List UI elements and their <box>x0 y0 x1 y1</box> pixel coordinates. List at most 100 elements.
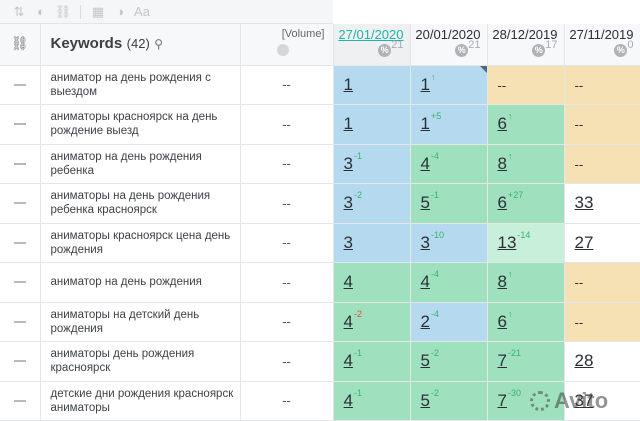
position-value[interactable]: 4 <box>343 390 353 410</box>
position-cell[interactable]: 1+5 <box>410 104 488 145</box>
position-value[interactable]: 5 <box>420 390 430 410</box>
date-label[interactable]: 28/12/2019 <box>492 27 558 42</box>
table-row[interactable]: аниматоры красноярск на день рождение вы… <box>0 104 640 145</box>
position-cell[interactable]: 5-2 <box>410 381 488 421</box>
position-cell[interactable]: 28 <box>564 341 640 382</box>
position-value[interactable]: 4 <box>343 351 353 371</box>
font-icon[interactable]: Aa <box>134 4 150 19</box>
row-toggle[interactable] <box>0 341 41 382</box>
position-value[interactable]: 8 <box>497 272 507 292</box>
position-value[interactable]: 4 <box>420 153 430 173</box>
contrast-icon[interactable]: ◑ <box>116 4 124 19</box>
keyword-cell[interactable]: аниматоры на детский день рождения <box>40 302 241 342</box>
position-value[interactable]: 6 <box>497 114 507 134</box>
date-header-1[interactable]: 27/01/2020 % 21 <box>333 24 411 66</box>
position-cell[interactable]: 6↑ <box>487 104 565 145</box>
date-label[interactable]: 20/01/2020 <box>415 27 481 42</box>
keywords-header[interactable]: Keywords (42) ⚲ <box>40 24 241 66</box>
position-value[interactable]: 13 <box>497 232 517 252</box>
position-value[interactable]: 7 <box>497 390 507 410</box>
position-value[interactable]: 33 <box>574 193 594 213</box>
position-value[interactable]: 3 <box>343 232 353 252</box>
position-cell[interactable]: 8↑ <box>487 144 565 184</box>
position-cell[interactable]: 4 <box>333 262 411 303</box>
position-value[interactable]: 3 <box>343 153 353 173</box>
keyword-cell[interactable]: аниматоры красноярск цена день рождения <box>40 223 241 263</box>
position-value[interactable]: 7 <box>497 351 507 371</box>
position-cell[interactable]: 37 <box>564 381 640 421</box>
sort-icon[interactable]: ⇅ <box>13 3 25 19</box>
table-row[interactable]: аниматор на день рождения -- 4 4-4 8↑ -- <box>0 262 640 303</box>
position-cell[interactable]: 4-1 <box>333 381 411 421</box>
position-cell[interactable]: 13-14 <box>487 223 565 263</box>
volume-header[interactable]: [Volume] <box>240 24 334 66</box>
date-label[interactable]: 27/11/2019 <box>569 27 634 42</box>
table-row[interactable]: аниматоры красноярск цена день рождения -… <box>0 223 640 263</box>
position-cell[interactable]: 8↑ <box>487 262 565 303</box>
position-value[interactable]: 6 <box>497 193 507 213</box>
link-column-header[interactable]: ⛓ <box>0 24 41 66</box>
position-value[interactable]: 3 <box>343 193 353 213</box>
table-row[interactable]: аниматоры на день рождения ребенка красн… <box>0 183 640 224</box>
position-value[interactable]: 1 <box>343 114 353 134</box>
position-value[interactable]: 4 <box>343 272 353 292</box>
position-cell[interactable]: 3 <box>333 223 411 263</box>
position-value[interactable]: 6 <box>497 311 507 331</box>
position-cell[interactable]: 6+27 <box>487 183 565 224</box>
position-cell[interactable]: 6↑ <box>487 302 565 342</box>
table-row[interactable]: аниматор на день рождения ребенка -- 3-1 4-… <box>0 144 640 184</box>
position-cell[interactable]: 5-2 <box>410 341 488 382</box>
date-header-4[interactable]: 27/11/2019 % 0 <box>564 24 640 66</box>
position-value[interactable]: 4 <box>420 272 430 292</box>
position-value[interactable]: 1 <box>420 74 430 94</box>
keyword-cell[interactable]: детские дни рождения красноярск аниматор… <box>40 381 241 421</box>
position-cell[interactable]: 3-2 <box>333 183 411 224</box>
position-cell[interactable]: 1↑ <box>410 65 488 105</box>
position-cell[interactable]: 7-30 <box>487 381 565 421</box>
position-cell[interactable]: 5-1 <box>410 183 488 224</box>
position-cell[interactable]: 4-4 <box>410 144 488 184</box>
position-value[interactable]: 5 <box>420 351 430 371</box>
position-value[interactable]: 37 <box>574 390 594 410</box>
position-cell[interactable]: 33 <box>564 183 640 224</box>
keyword-cell[interactable]: аниматоры на день рождения ребенка красн… <box>40 183 241 224</box>
table-row[interactable]: аниматоры на детский день рождения -- 4-2 2… <box>0 302 640 342</box>
row-toggle[interactable] <box>0 104 41 145</box>
row-toggle[interactable] <box>0 381 41 421</box>
position-cell[interactable]: 7-21 <box>487 341 565 382</box>
position-cell[interactable]: 4-2 <box>333 302 411 342</box>
row-toggle[interactable] <box>0 144 41 184</box>
date-header-2[interactable]: 20/01/2020 % 21 <box>410 24 488 66</box>
row-toggle[interactable] <box>0 223 41 263</box>
keyword-cell[interactable]: аниматор на день рождения ребенка <box>40 144 241 184</box>
link-icon[interactable]: ⛓ <box>54 3 72 19</box>
position-cell[interactable]: 4-1 <box>333 341 411 382</box>
position-cell[interactable]: -- <box>487 65 565 105</box>
row-toggle[interactable] <box>0 65 41 105</box>
keyword-cell[interactable]: аниматор на день рождения <box>40 262 241 303</box>
position-cell[interactable]: -- <box>564 302 640 342</box>
position-value[interactable]: 1 <box>343 74 353 94</box>
keyword-cell[interactable]: аниматор на день рождения с выездом <box>40 65 241 105</box>
table-row[interactable]: детские дни рождения красноярск аниматор… <box>0 381 640 421</box>
position-cell[interactable]: 2-4 <box>410 302 488 342</box>
position-cell[interactable]: -- <box>564 144 640 184</box>
row-toggle[interactable] <box>0 302 41 342</box>
position-cell[interactable]: -- <box>564 65 640 105</box>
table-row[interactable]: аниматоры день рождения красноярск -- 4-1 5… <box>0 341 640 382</box>
position-value[interactable]: 27 <box>574 232 594 252</box>
position-cell[interactable]: 3-10 <box>410 223 488 263</box>
position-cell[interactable]: -- <box>564 262 640 303</box>
calendar-icon[interactable]: ▦ <box>91 3 105 19</box>
search-icon[interactable]: ⚲ <box>154 37 164 52</box>
row-toggle[interactable] <box>0 183 41 224</box>
position-cell[interactable]: 1 <box>333 104 411 145</box>
toggle-icon[interactable]: ◐ <box>37 4 45 19</box>
position-value[interactable]: 5 <box>420 193 430 213</box>
position-value[interactable]: 4 <box>343 311 353 331</box>
position-value[interactable]: 28 <box>574 351 594 371</box>
date-header-3[interactable]: 28/12/2019 % 17 <box>487 24 565 66</box>
row-toggle[interactable] <box>0 262 41 303</box>
position-cell[interactable]: -- <box>564 104 640 145</box>
position-value[interactable]: 3 <box>420 232 430 252</box>
